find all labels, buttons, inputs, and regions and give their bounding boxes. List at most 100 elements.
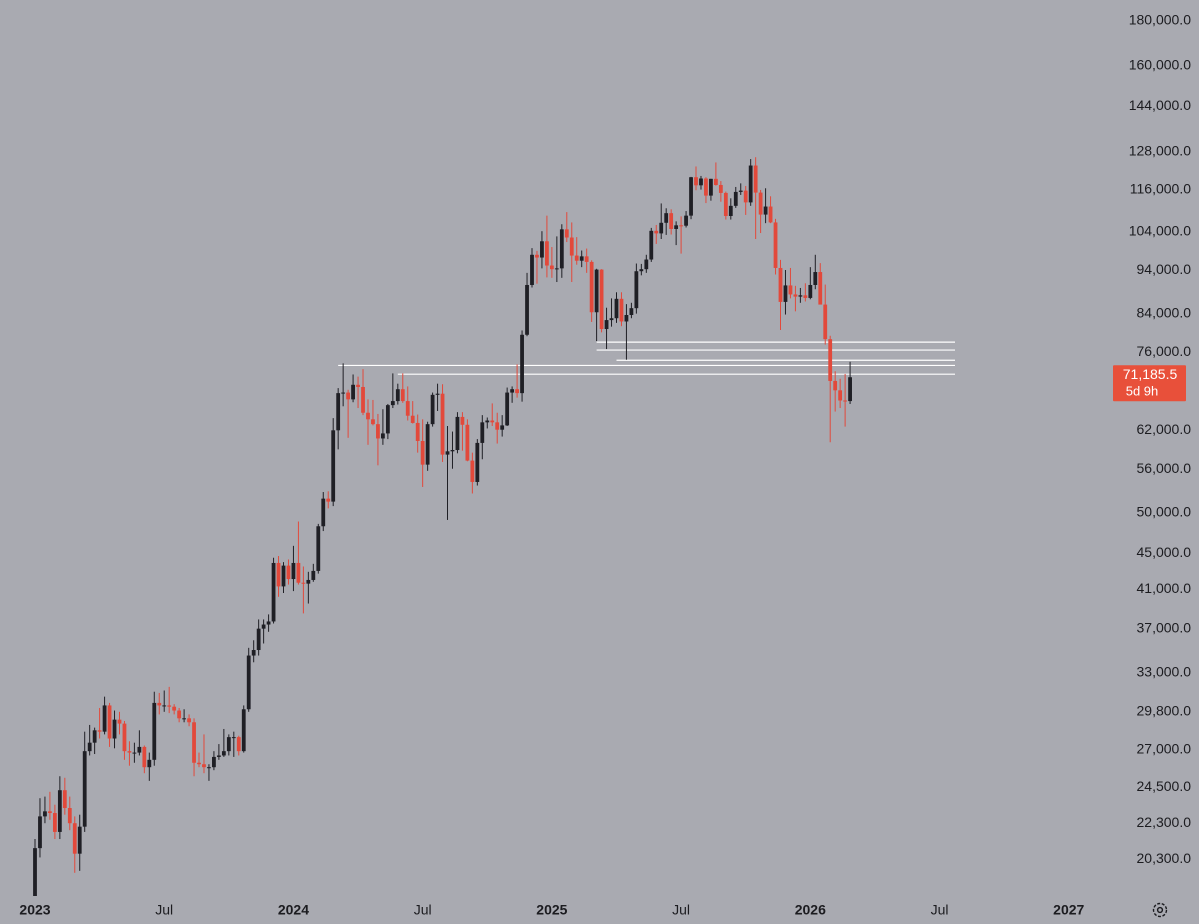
candle-body [540, 241, 544, 258]
candle-body [351, 384, 355, 400]
candle-body [102, 705, 107, 732]
candle-body [430, 394, 435, 425]
y-tick-label: 116,000.0 [1130, 180, 1191, 196]
candle-body [778, 267, 783, 302]
candle-body [266, 621, 271, 625]
candle-body [743, 190, 748, 203]
candle-body [77, 826, 82, 854]
candle-body [291, 562, 296, 580]
candle-body [773, 222, 778, 268]
x-tick-label: 2026 [795, 902, 826, 918]
candle-body [440, 393, 445, 455]
candle-body [679, 225, 683, 227]
y-tick-label: 56,000.0 [1137, 460, 1192, 476]
settings-icon[interactable] [1152, 902, 1168, 918]
candle-body [331, 430, 336, 502]
candle-body [674, 225, 679, 229]
candle-body [87, 742, 92, 752]
candle-body [316, 526, 321, 571]
candle-body [569, 237, 574, 256]
candle-body [306, 579, 311, 584]
candle-body [818, 272, 823, 305]
candle-body [207, 767, 211, 769]
candle-body [495, 422, 500, 430]
candle-body [515, 389, 519, 394]
candle-body [554, 268, 559, 270]
candle-body [246, 655, 251, 710]
candle-body [57, 790, 62, 832]
candle-body [654, 230, 659, 234]
candle-body [92, 730, 97, 743]
candle-body [713, 178, 718, 185]
candle-body [435, 393, 440, 395]
candle-body [38, 816, 42, 849]
candle-body [505, 392, 510, 426]
candle-body [261, 624, 266, 629]
candle-body [629, 308, 634, 315]
candle-body [838, 390, 843, 401]
y-tick-label: 41,000.0 [1137, 580, 1192, 596]
candle-body [559, 229, 564, 269]
settings-hub[interactable] [1156, 906, 1164, 914]
candle-body [400, 389, 405, 402]
candle-body [366, 412, 370, 420]
candle-body [634, 271, 639, 309]
candle-body [177, 710, 182, 719]
candle-body [783, 285, 788, 302]
candle-body [728, 205, 733, 216]
candle-body [152, 702, 157, 760]
candle-body [748, 165, 753, 203]
candle-body [142, 746, 147, 768]
candle-body [356, 384, 360, 387]
candle-body [808, 284, 813, 298]
candle-body [385, 405, 390, 434]
candle-body [221, 751, 226, 756]
candle-body [157, 702, 162, 706]
candle-body [480, 422, 485, 443]
candle-body [127, 751, 132, 753]
candle-body [584, 256, 589, 262]
candle-body [117, 719, 122, 724]
candle-body [132, 752, 137, 754]
candle-body [216, 755, 221, 757]
candle-body [361, 386, 365, 413]
candle-body [798, 295, 803, 297]
candle-body [609, 318, 614, 321]
candle-body [202, 764, 206, 768]
candle-body [823, 304, 828, 340]
candle-body [500, 425, 505, 430]
candle-body [276, 562, 281, 587]
candle-body [226, 737, 231, 752]
candle-body [67, 808, 72, 824]
candle-body [450, 450, 455, 452]
candle-body [614, 298, 619, 319]
candle-body [510, 389, 515, 393]
candle-body [644, 259, 649, 270]
candle-body [445, 451, 450, 455]
candle-body [72, 823, 77, 854]
y-tick-label: 94,000.0 [1137, 261, 1192, 277]
candle-body [694, 177, 698, 186]
settings-gear[interactable] [1152, 902, 1168, 918]
candle-body [763, 206, 768, 215]
candle-body [455, 416, 460, 451]
candle-body [549, 265, 554, 270]
candle-body [753, 165, 758, 193]
y-tick-label: 24,500.0 [1137, 778, 1192, 794]
candle-body [470, 460, 475, 482]
candle-body [311, 570, 316, 580]
candle-body [649, 230, 654, 260]
candle-body [82, 751, 87, 827]
candle-body [326, 498, 331, 502]
x-tick-label: 2025 [536, 902, 567, 918]
candle-body [733, 191, 738, 206]
y-tick-label: 104,000.0 [1129, 222, 1191, 238]
candle-body [639, 269, 644, 272]
candle-body [828, 339, 833, 381]
candle-body [281, 565, 286, 587]
candle-body [336, 393, 341, 431]
y-tick-label: 29,800.0 [1137, 703, 1192, 719]
candle-body [122, 723, 127, 752]
candle-body [212, 756, 216, 768]
candle-body [788, 285, 793, 295]
